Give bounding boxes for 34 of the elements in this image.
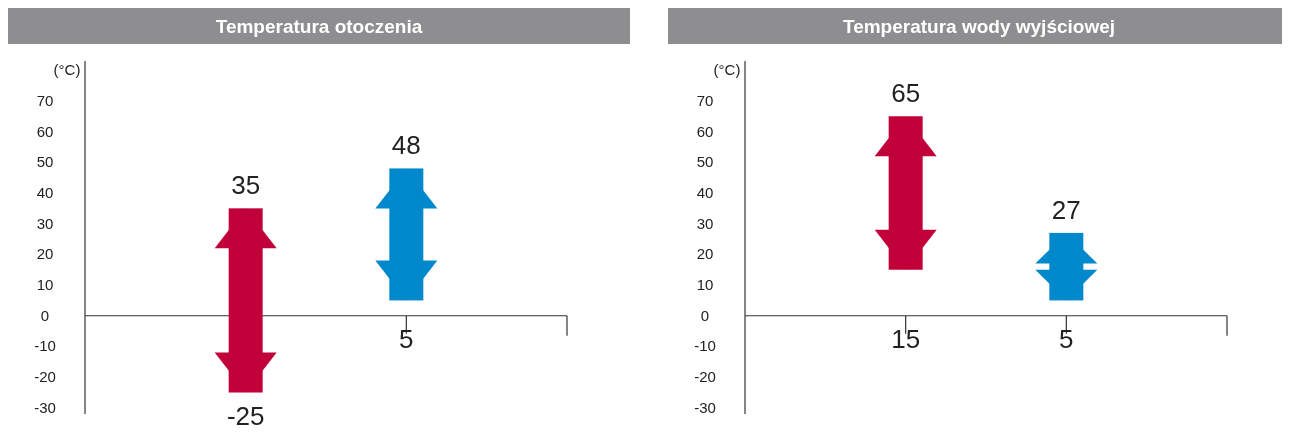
y-axis-title: (°C)	[713, 61, 741, 78]
annotation: 65	[891, 78, 921, 109]
y-tick-label: 60	[696, 122, 714, 140]
y-tick-label: 0	[40, 306, 50, 324]
annotation: -25	[226, 400, 265, 431]
annotation: 5	[399, 323, 414, 354]
y-tick-label: 10	[696, 276, 714, 294]
y-tick-label: 50	[696, 153, 714, 171]
y-tick-label: 0	[700, 306, 710, 324]
y-tick-label: -20	[34, 368, 56, 386]
annotation: 15	[891, 323, 921, 354]
y-tick-label: 50	[36, 153, 54, 171]
chart-title: Temperatura wody wyjściowej	[842, 16, 1116, 37]
y-tick-label: 30	[36, 214, 54, 232]
y-tick-label: 70	[36, 91, 54, 109]
y-tick-label: 20	[696, 245, 714, 263]
y-tick-label: 10	[36, 276, 54, 294]
y-tick-label: 30	[696, 214, 714, 232]
y-tick-label: 70	[696, 91, 714, 109]
y-tick-label: 60	[36, 122, 54, 140]
y-tick-label: -10	[34, 337, 56, 355]
annotation: 35	[231, 170, 261, 201]
y-tick-label: 40	[696, 183, 714, 201]
y-axis-title: (°C)	[53, 61, 81, 78]
chart-title: Temperatura otoczenia	[215, 16, 423, 37]
y-tick-label: 20	[36, 245, 54, 263]
y-tick-label: -30	[34, 398, 56, 416]
y-tick-label: 40	[36, 183, 54, 201]
annotation: 5	[1059, 323, 1074, 354]
y-tick-label: -10	[694, 337, 716, 355]
y-tick-label: -20	[694, 368, 716, 386]
y-tick-label: -30	[694, 398, 716, 416]
annotation: 27	[1051, 194, 1081, 225]
annotation: 48	[391, 130, 421, 161]
